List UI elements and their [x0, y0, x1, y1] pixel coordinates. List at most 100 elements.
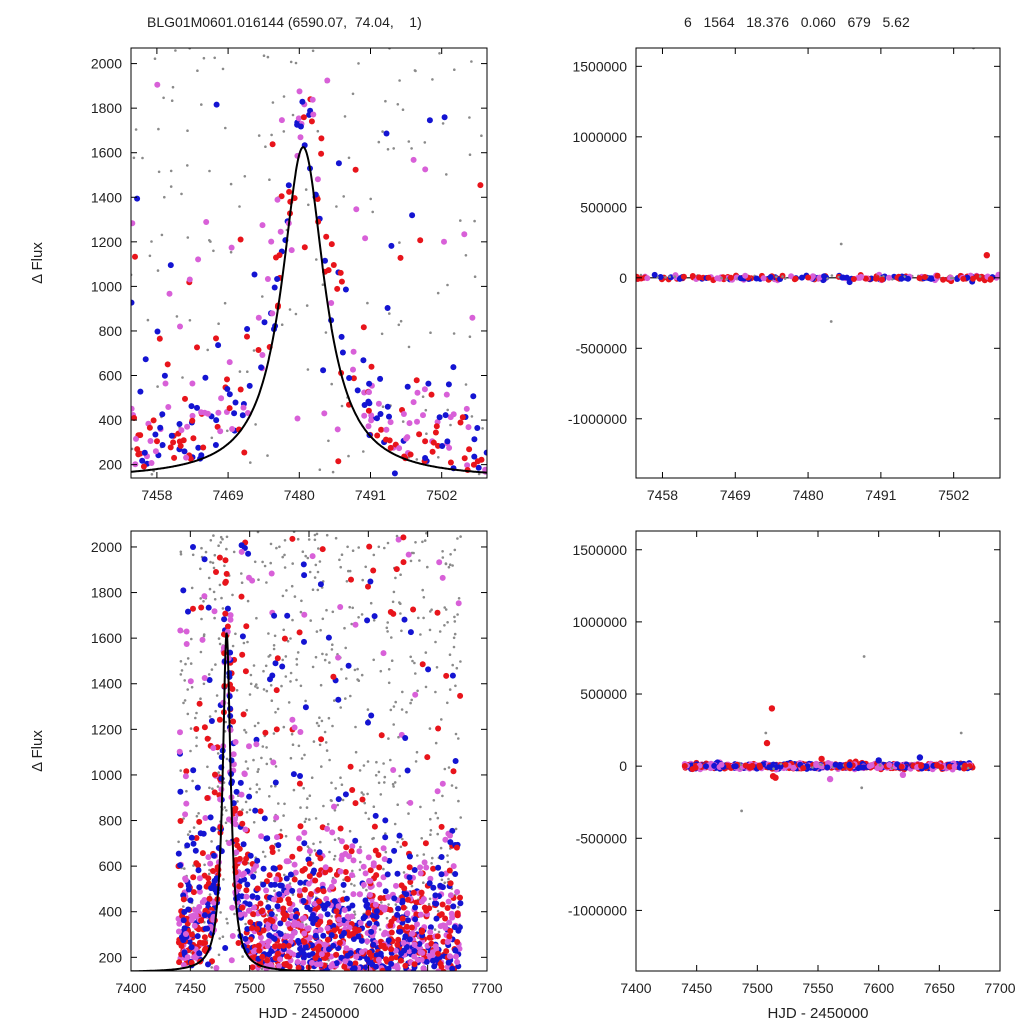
data-point [316, 898, 323, 905]
data-point [346, 375, 353, 381]
data-point [323, 233, 330, 240]
data-point [384, 832, 387, 835]
data-point [315, 721, 319, 725]
data-point [191, 779, 194, 783]
data-point [446, 860, 450, 864]
data-point [233, 857, 240, 863]
data-point [422, 881, 425, 884]
data-point [327, 716, 331, 720]
data-point [282, 130, 286, 133]
data-point [443, 672, 450, 679]
data-point [457, 894, 463, 901]
data-point [365, 719, 371, 726]
data-point [289, 887, 296, 894]
data-point [356, 891, 363, 898]
data-point [367, 877, 374, 884]
data-point [257, 578, 260, 581]
data-point [393, 954, 400, 961]
data-point [176, 920, 183, 927]
data-point [210, 868, 216, 874]
data-point [264, 276, 271, 282]
data-point [302, 704, 309, 711]
data-point [284, 953, 290, 960]
data-point [850, 276, 857, 282]
data-point [918, 763, 925, 769]
data-point [330, 262, 337, 268]
y-tick-label: 1500000 [572, 58, 627, 74]
data-point [366, 920, 373, 927]
data-point [323, 658, 327, 662]
data-point [259, 222, 266, 229]
data-point [372, 805, 376, 808]
data-point [399, 319, 403, 323]
data-point [437, 960, 444, 967]
data-point [199, 636, 206, 643]
data-point [301, 939, 308, 945]
data-point [186, 236, 190, 239]
plot-area [636, 48, 1000, 323]
data-point [239, 651, 246, 658]
data-point [210, 745, 217, 751]
data-point [380, 845, 387, 852]
data-point [137, 388, 144, 395]
data-point [274, 655, 281, 662]
x-tick-label: 7458 [647, 487, 678, 503]
data-point [195, 711, 198, 715]
data-point [457, 799, 460, 803]
data-point [475, 464, 482, 471]
data-point [377, 545, 381, 549]
data-point [446, 854, 449, 857]
data-point [351, 92, 355, 96]
data-point [439, 901, 446, 908]
x-tick-label: 7480 [792, 487, 823, 503]
data-point [383, 956, 389, 963]
data-point [386, 630, 389, 633]
data-point [208, 718, 215, 724]
data-point [410, 147, 413, 150]
data-point [438, 52, 441, 55]
data-point [388, 960, 395, 967]
data-point [246, 599, 250, 603]
data-point [297, 729, 304, 735]
data-point [243, 893, 250, 900]
data-point [737, 275, 744, 282]
data-point [441, 550, 444, 553]
data-point [331, 724, 334, 728]
data-point [199, 899, 206, 906]
data-point [246, 793, 253, 800]
data-point [273, 726, 280, 733]
data-point [336, 803, 340, 807]
data-point [291, 618, 294, 622]
data-point [381, 856, 388, 863]
data-point [218, 642, 222, 646]
data-point [409, 212, 416, 219]
data-point [385, 965, 392, 971]
data-point [410, 889, 417, 896]
data-point [757, 764, 764, 771]
data-point [422, 616, 425, 620]
data-point [281, 635, 288, 642]
data-point [259, 953, 266, 960]
data-point [429, 331, 432, 335]
data-point [249, 893, 256, 900]
data-point [369, 961, 376, 968]
data-point [289, 671, 293, 675]
data-point [464, 462, 471, 469]
data-point [339, 852, 346, 859]
data-point [269, 849, 276, 855]
data-point [301, 915, 307, 922]
panel-top-right: 7458 7469 7480 7491 7502-1000000-50000005000… [568, 47, 1001, 503]
x-tick-label: 7491 [865, 487, 896, 503]
data-point [131, 447, 134, 451]
data-point [377, 781, 381, 785]
data-point [337, 604, 344, 610]
data-point [321, 617, 325, 621]
data-point [370, 862, 377, 869]
data-point [940, 276, 947, 283]
data-point [213, 965, 220, 971]
data-point [360, 881, 367, 888]
data-point [425, 432, 428, 436]
data-point [284, 675, 288, 678]
data-point [266, 872, 273, 879]
data-point [249, 461, 252, 464]
